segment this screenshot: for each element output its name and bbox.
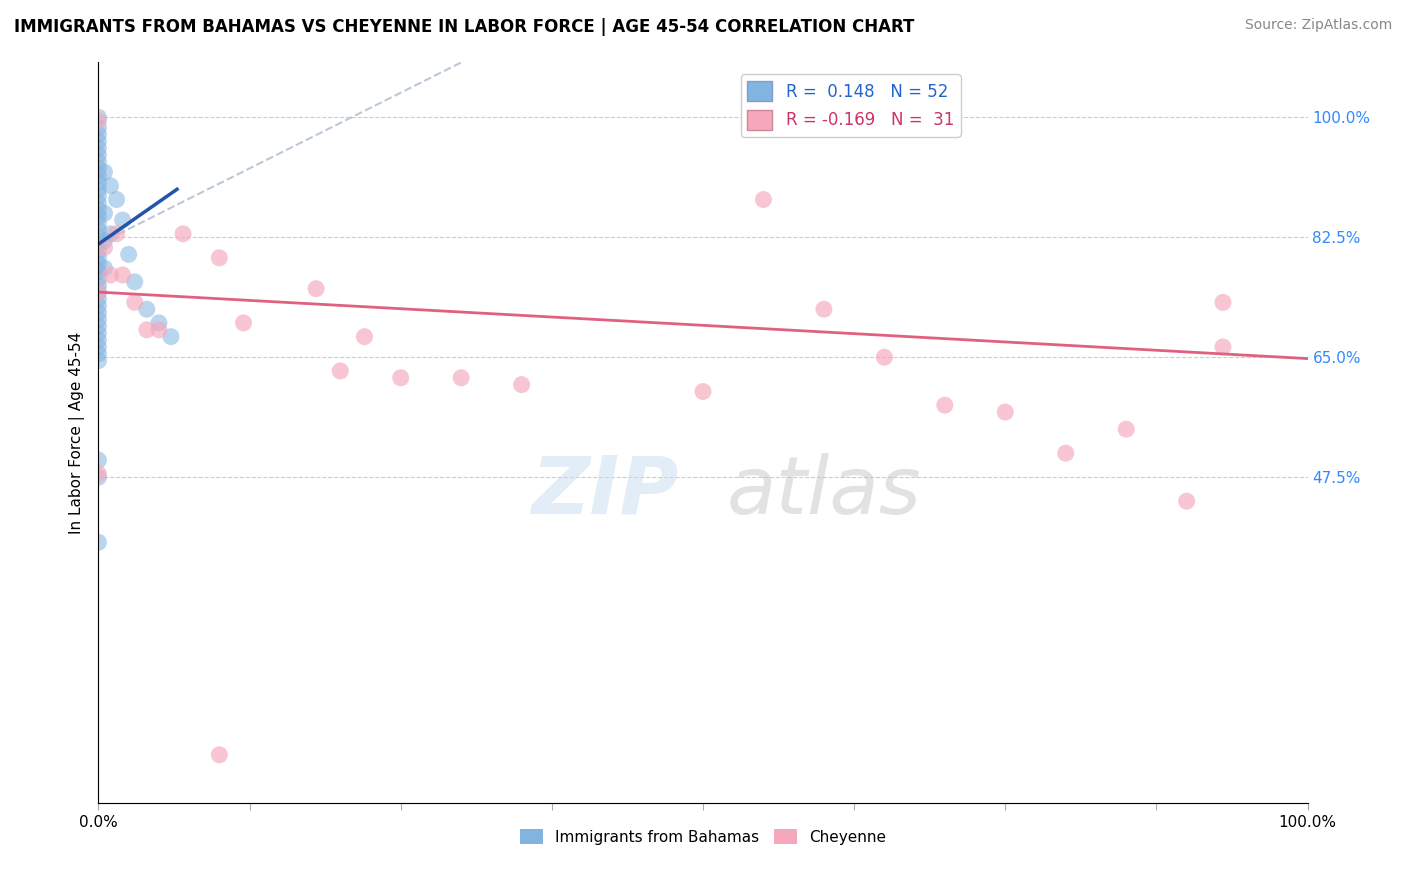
Point [87, 161, 110, 176]
Point [87, 347, 110, 361]
Point [510, 377, 533, 392]
Point [87, 141, 110, 155]
Point [87, 223, 110, 237]
Point [87, 292, 110, 306]
Point [87, 182, 110, 196]
Point [100, 268, 122, 282]
Point [329, 364, 352, 378]
Point [692, 384, 714, 399]
Point [160, 329, 183, 343]
Point [87, 230, 110, 244]
Point [934, 398, 956, 412]
Point [87, 196, 110, 211]
Point [93, 240, 115, 255]
Point [232, 316, 254, 330]
Point [172, 227, 194, 241]
Point [87, 271, 110, 285]
Point [87, 326, 110, 341]
Point [87, 453, 110, 467]
Point [87, 120, 110, 135]
Point [87, 285, 110, 299]
Point [93, 206, 115, 220]
Text: ZIP: ZIP [531, 453, 679, 531]
Text: IMMIGRANTS FROM BAHAMAS VS CHEYENNE IN LABOR FORCE | AGE 45-54 CORRELATION CHART: IMMIGRANTS FROM BAHAMAS VS CHEYENNE IN L… [14, 18, 914, 36]
Point [87, 299, 110, 313]
Point [752, 193, 775, 207]
Point [87, 113, 110, 128]
Point [873, 350, 896, 364]
Point [124, 295, 146, 310]
Point [87, 237, 110, 252]
Point [450, 371, 472, 385]
Point [87, 134, 110, 148]
Point [353, 329, 375, 343]
Point [87, 189, 110, 203]
Point [87, 202, 110, 217]
Point [87, 319, 110, 334]
Point [87, 312, 110, 326]
Point [87, 278, 110, 293]
Point [87, 217, 110, 231]
Point [87, 251, 110, 265]
Point [135, 323, 157, 337]
Point [87, 285, 110, 299]
Point [87, 210, 110, 224]
Point [93, 261, 115, 276]
Point [1054, 446, 1077, 460]
Text: Source: ZipAtlas.com: Source: ZipAtlas.com [1244, 18, 1392, 32]
Point [1212, 340, 1234, 354]
Point [87, 470, 110, 484]
Point [87, 306, 110, 320]
Point [100, 227, 122, 241]
Point [105, 227, 128, 241]
Point [994, 405, 1017, 419]
Point [1212, 295, 1234, 310]
Point [124, 275, 146, 289]
Point [87, 467, 110, 481]
Point [87, 148, 110, 162]
Point [87, 128, 110, 142]
Point [148, 316, 170, 330]
Point [87, 535, 110, 549]
Point [87, 264, 110, 278]
Point [87, 154, 110, 169]
Point [87, 340, 110, 354]
Point [111, 268, 134, 282]
Point [100, 178, 122, 193]
Point [87, 169, 110, 183]
Text: atlas: atlas [727, 453, 922, 531]
Point [111, 213, 134, 227]
Point [389, 371, 412, 385]
Point [87, 333, 110, 347]
Point [87, 244, 110, 258]
Point [93, 165, 115, 179]
Point [118, 247, 141, 261]
Point [1115, 422, 1137, 436]
Point [208, 251, 231, 265]
Point [208, 747, 231, 762]
Legend: Immigrants from Bahamas, Cheyenne: Immigrants from Bahamas, Cheyenne [513, 822, 893, 851]
Point [1175, 494, 1198, 508]
Point [135, 302, 157, 317]
Point [87, 258, 110, 272]
Point [87, 353, 110, 368]
Point [148, 323, 170, 337]
Point [105, 193, 128, 207]
Point [87, 175, 110, 189]
Point [93, 234, 115, 248]
Point [305, 282, 328, 296]
Y-axis label: In Labor Force | Age 45-54: In Labor Force | Age 45-54 [69, 332, 84, 533]
Point [813, 302, 835, 317]
Point [87, 110, 110, 124]
